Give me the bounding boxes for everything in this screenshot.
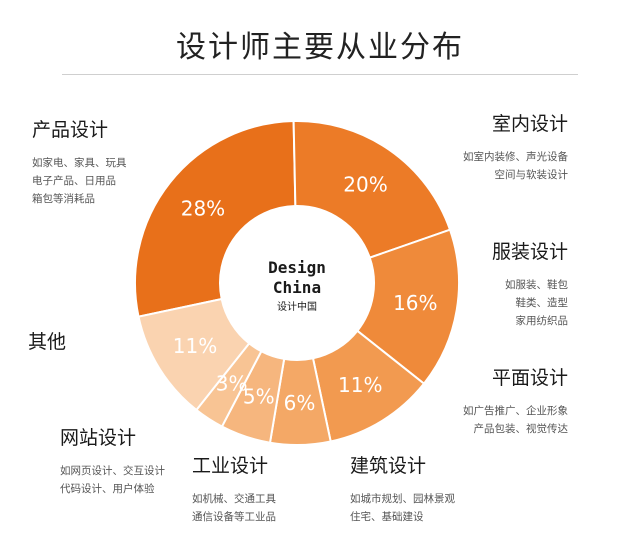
category-description: 通信设备等工业品 (192, 510, 276, 523)
logo-line-cn: 设计中国 (277, 300, 317, 313)
logo-line-design: Design (268, 258, 326, 277)
category-name: 工业设计 (192, 455, 268, 477)
category-description: 鞋类、造型 (516, 296, 569, 309)
category-name: 室内设计 (492, 113, 568, 135)
category-description: 住宅、基础建设 (350, 510, 424, 523)
category-name: 其他 (28, 331, 66, 353)
category-description: 如广告推广、企业形象 (463, 404, 568, 417)
logo-line-china: China (273, 278, 321, 297)
category-description: 家用纺织品 (516, 314, 569, 327)
chart-title: 设计师主要从业分布 (176, 30, 464, 65)
slice-1 (292, 120, 452, 259)
category-description: 如机械、交通工具 (192, 492, 276, 505)
slice-2 (355, 228, 460, 386)
title-divider (62, 74, 578, 75)
percent-labels: 28% 20% 16% 11% 6% 5%3% 11% (173, 172, 438, 415)
category-name: 平面设计 (492, 367, 568, 389)
category-description: 如城市规划、园林景观 (350, 492, 455, 505)
category-name: 建筑设计 (350, 455, 426, 477)
category-description: 如室内装修、声光设备 (463, 150, 568, 163)
slice-percent-label: 3% (216, 372, 248, 396)
slice-percent-label: 20% (343, 172, 387, 196)
slice-percent-label: 16% (393, 291, 437, 315)
category-description: 电子产品、日用品 (32, 174, 116, 187)
slice-percent-label: 11% (173, 334, 217, 358)
category-description: 空间与软装设计 (495, 168, 569, 181)
slice-7 (137, 297, 251, 412)
category-description: 如服装、鞋包 (505, 278, 568, 291)
slice-percent-label: 5% (243, 385, 275, 409)
slice-percent-label: 6% (284, 391, 316, 415)
slice-percent-label: 28% (181, 196, 225, 220)
category-description: 箱包等消耗品 (32, 192, 95, 205)
donut-slices (134, 120, 460, 446)
category-name: 产品设计 (32, 119, 108, 141)
center-logo: Design China 设计中国 (268, 258, 326, 313)
category-description: 如网页设计、交互设计 (60, 464, 165, 477)
category-description: 代码设计、用户体验 (60, 482, 155, 495)
category-block: 其他 (28, 331, 66, 353)
category-name: 服装设计 (492, 241, 568, 263)
slice-0 (134, 120, 297, 318)
category-name: 网站设计 (60, 427, 136, 449)
category-description: 产品包装、视觉传达 (474, 422, 569, 435)
category-description: 如家电、家具、玩具 (32, 156, 127, 169)
slice-percent-label: 11% (338, 373, 382, 397)
